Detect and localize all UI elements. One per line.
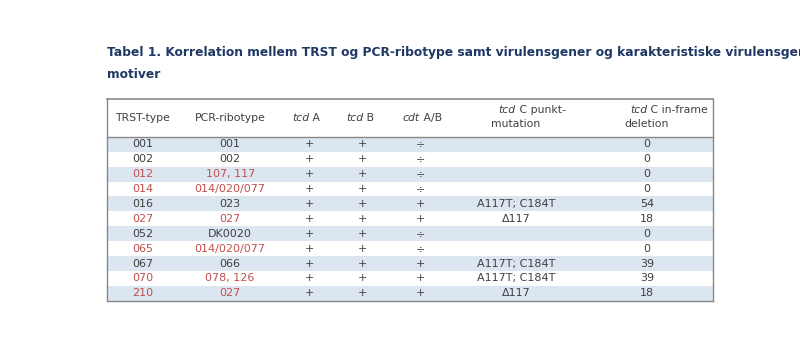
Text: +: + bbox=[305, 244, 314, 254]
Text: 066: 066 bbox=[220, 258, 241, 269]
Text: 002: 002 bbox=[219, 154, 241, 164]
Text: DK0020: DK0020 bbox=[208, 229, 252, 239]
Text: 014/020/077: 014/020/077 bbox=[194, 184, 266, 194]
Text: 001: 001 bbox=[220, 139, 241, 149]
Text: motiver: motiver bbox=[107, 69, 161, 81]
Text: 002: 002 bbox=[132, 154, 154, 164]
Text: +: + bbox=[358, 139, 368, 149]
Bar bbox=[107, 137, 713, 152]
Text: 027: 027 bbox=[132, 214, 154, 224]
Text: 065: 065 bbox=[132, 244, 154, 254]
Bar bbox=[107, 196, 713, 211]
Text: +: + bbox=[305, 199, 314, 209]
Text: 023: 023 bbox=[219, 199, 241, 209]
Text: deletion: deletion bbox=[625, 119, 669, 129]
Text: +: + bbox=[415, 214, 425, 224]
Text: +: + bbox=[415, 199, 425, 209]
Text: 0: 0 bbox=[643, 244, 650, 254]
Text: 001: 001 bbox=[132, 139, 154, 149]
Text: 027: 027 bbox=[219, 214, 241, 224]
Text: +: + bbox=[358, 199, 368, 209]
Text: +: + bbox=[305, 288, 314, 298]
Text: A117T; C184T: A117T; C184T bbox=[477, 199, 555, 209]
Text: 54: 54 bbox=[640, 199, 654, 209]
Text: C punkt-: C punkt- bbox=[516, 105, 566, 115]
Bar bbox=[107, 286, 713, 301]
Text: PCR-ribotype: PCR-ribotype bbox=[194, 113, 266, 123]
Text: 18: 18 bbox=[640, 214, 654, 224]
Text: 39: 39 bbox=[640, 273, 654, 283]
Text: +: + bbox=[305, 229, 314, 239]
Text: tcd: tcd bbox=[498, 105, 516, 115]
Text: 052: 052 bbox=[132, 229, 154, 239]
Text: A: A bbox=[309, 113, 320, 123]
Text: ÷: ÷ bbox=[415, 184, 425, 194]
Text: ÷: ÷ bbox=[415, 244, 425, 254]
Text: ÷: ÷ bbox=[415, 139, 425, 149]
Text: +: + bbox=[358, 258, 368, 269]
Text: 0: 0 bbox=[643, 139, 650, 149]
Text: +: + bbox=[415, 258, 425, 269]
Text: TRST-type: TRST-type bbox=[115, 113, 170, 123]
Text: A117T; C184T: A117T; C184T bbox=[477, 273, 555, 283]
Text: 016: 016 bbox=[132, 199, 154, 209]
Text: +: + bbox=[305, 154, 314, 164]
Bar bbox=[107, 211, 713, 226]
Text: Δ117: Δ117 bbox=[502, 288, 530, 298]
Text: +: + bbox=[358, 273, 368, 283]
Bar bbox=[107, 226, 713, 241]
Text: cdt: cdt bbox=[403, 113, 420, 123]
Text: 0: 0 bbox=[643, 169, 650, 179]
Text: mutation: mutation bbox=[491, 119, 541, 129]
Text: A/B: A/B bbox=[420, 113, 442, 123]
Text: +: + bbox=[305, 139, 314, 149]
Text: tcd: tcd bbox=[292, 113, 309, 123]
Bar bbox=[107, 99, 713, 137]
Text: 18: 18 bbox=[640, 288, 654, 298]
Text: 014: 014 bbox=[132, 184, 154, 194]
Text: B: B bbox=[363, 113, 374, 123]
Text: +: + bbox=[305, 169, 314, 179]
Text: 027: 027 bbox=[219, 288, 241, 298]
Text: +: + bbox=[358, 169, 368, 179]
Text: +: + bbox=[358, 288, 368, 298]
Text: tcd: tcd bbox=[630, 105, 647, 115]
Text: ÷: ÷ bbox=[415, 229, 425, 239]
Text: 0: 0 bbox=[643, 229, 650, 239]
Text: +: + bbox=[358, 154, 368, 164]
Text: 0: 0 bbox=[643, 184, 650, 194]
Text: +: + bbox=[305, 273, 314, 283]
Text: +: + bbox=[358, 244, 368, 254]
Text: 39: 39 bbox=[640, 258, 654, 269]
Text: 012: 012 bbox=[132, 169, 154, 179]
Text: +: + bbox=[415, 273, 425, 283]
Bar bbox=[107, 181, 713, 196]
Text: +: + bbox=[358, 184, 368, 194]
Bar bbox=[107, 167, 713, 181]
Text: A117T; C184T: A117T; C184T bbox=[477, 258, 555, 269]
Bar bbox=[107, 241, 713, 256]
Bar bbox=[107, 256, 713, 271]
Text: +: + bbox=[415, 288, 425, 298]
Bar bbox=[107, 271, 713, 286]
Text: +: + bbox=[358, 229, 368, 239]
Bar bbox=[107, 152, 713, 167]
Text: 0: 0 bbox=[643, 154, 650, 164]
Text: 078, 126: 078, 126 bbox=[206, 273, 255, 283]
Text: ÷: ÷ bbox=[415, 154, 425, 164]
Text: 070: 070 bbox=[132, 273, 154, 283]
Text: tcd: tcd bbox=[346, 113, 363, 123]
Text: +: + bbox=[305, 214, 314, 224]
Text: 014/020/077: 014/020/077 bbox=[194, 244, 266, 254]
Text: Tabel 1. Korrelation mellem TRST og PCR-ribotype samt virulensgener og karakteri: Tabel 1. Korrelation mellem TRST og PCR-… bbox=[107, 46, 800, 59]
Text: C in-frame: C in-frame bbox=[647, 105, 708, 115]
Text: 067: 067 bbox=[132, 258, 154, 269]
Text: ÷: ÷ bbox=[415, 169, 425, 179]
Text: +: + bbox=[305, 184, 314, 194]
Text: Δ117: Δ117 bbox=[502, 214, 530, 224]
Text: +: + bbox=[305, 258, 314, 269]
Text: 210: 210 bbox=[132, 288, 154, 298]
Text: +: + bbox=[358, 214, 368, 224]
Text: 107, 117: 107, 117 bbox=[206, 169, 254, 179]
